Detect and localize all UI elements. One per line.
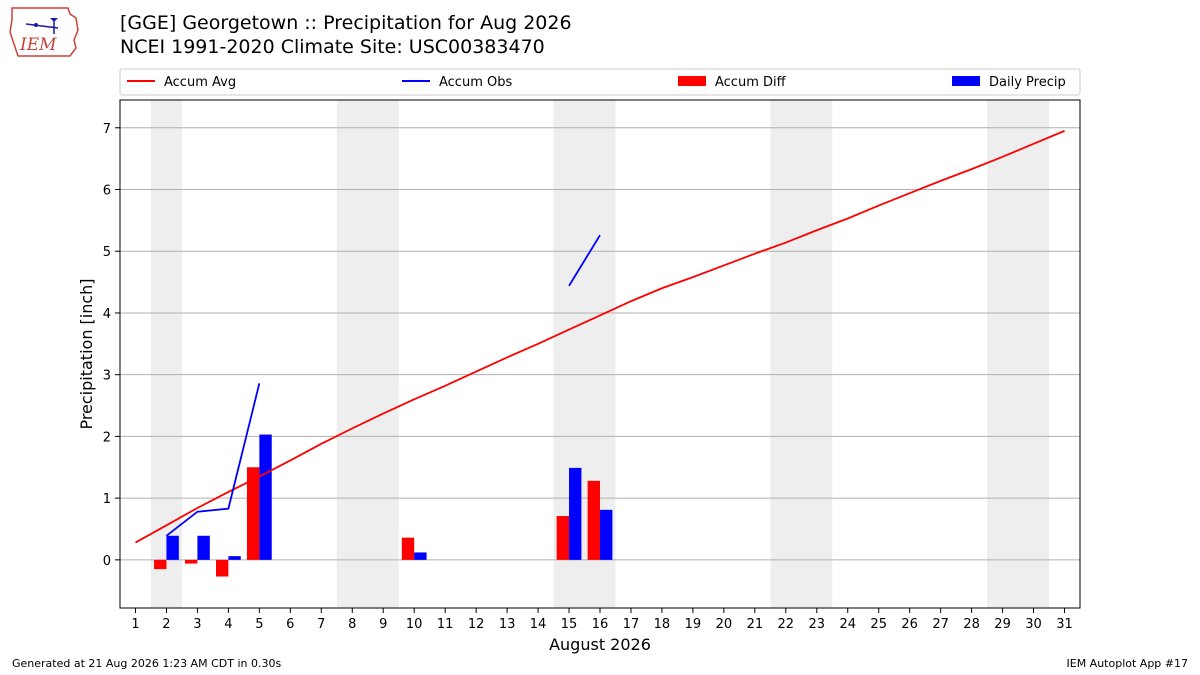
accum-obs-line xyxy=(165,383,261,537)
x-axis-label: August 2026 xyxy=(549,635,651,654)
weekend-shade xyxy=(150,100,182,608)
y-tick-label: 1 xyxy=(103,492,111,507)
logo-text: IEM xyxy=(19,35,57,55)
daily-precip-bar xyxy=(197,535,210,560)
accum-diff-bar xyxy=(401,537,415,560)
x-tick-label: 18 xyxy=(654,617,671,632)
y-tick-label: 4 xyxy=(103,307,111,322)
x-tick-label: 2 xyxy=(162,617,170,632)
daily-precip-bar xyxy=(166,535,179,560)
x-tick-label: 26 xyxy=(901,617,918,632)
legend-label: Accum Avg xyxy=(164,75,236,90)
accum-avg-line xyxy=(135,130,1065,544)
x-tick-label: 23 xyxy=(809,617,826,632)
x-tick-label: 15 xyxy=(561,617,578,632)
y-tick-label: 5 xyxy=(103,245,111,260)
legend-swatch xyxy=(952,76,980,86)
x-tick-label: 30 xyxy=(1025,617,1042,632)
x-tick-label: 14 xyxy=(530,617,547,632)
x-tick-label: 22 xyxy=(778,617,795,632)
generated-timestamp: Generated at 21 Aug 2026 1:23 AM CDT in … xyxy=(12,657,282,670)
daily-precip-bar xyxy=(569,467,582,560)
legend-label: Accum Obs xyxy=(439,75,512,90)
y-axis-label: Precipitation [inch] xyxy=(77,278,96,429)
x-tick-label: 3 xyxy=(193,617,201,632)
x-tick-label: 31 xyxy=(1056,617,1073,632)
legend-label: Daily Precip xyxy=(989,75,1066,90)
y-tick-label: 0 xyxy=(103,554,111,569)
daily-precip-bar xyxy=(600,509,613,560)
accum-diff-bar xyxy=(216,559,229,577)
x-tick-label: 20 xyxy=(716,617,733,632)
chart-subtitle: NCEI 1991-2020 Climate Site: USC00383470 xyxy=(120,36,545,58)
legend: Accum Avg Accum Obs Accum Diff Daily Precip xyxy=(119,68,1081,96)
legend-label: Accum Diff xyxy=(715,75,787,90)
x-tick-label: 10 xyxy=(406,617,423,632)
accum-diff-bar xyxy=(185,559,198,564)
x-tick-label: 13 xyxy=(499,617,516,632)
daily-precip-bar xyxy=(228,556,241,560)
y-tick-label: 7 xyxy=(103,122,111,137)
x-tick-label: 4 xyxy=(224,617,232,632)
y-tick-label: 6 xyxy=(103,184,111,199)
weekend-shade xyxy=(336,100,399,608)
x-tick-label: 6 xyxy=(286,617,294,632)
x-tick-label: 24 xyxy=(839,617,856,632)
x-tick-label: 9 xyxy=(379,617,387,632)
x-tick-label: 7 xyxy=(317,617,325,632)
weekend-shade xyxy=(770,100,833,608)
x-tick-label: 21 xyxy=(747,617,764,632)
daily-precip-bar xyxy=(259,434,272,560)
x-tick-label: 28 xyxy=(963,617,980,632)
accum-diff-bar xyxy=(587,480,600,560)
y-tick-label: 3 xyxy=(103,369,111,384)
x-tick-label: 11 xyxy=(437,617,454,632)
x-tick-label: 25 xyxy=(870,617,887,632)
legend-swatch xyxy=(678,76,706,86)
x-tick-label: 1 xyxy=(131,617,139,632)
x-tick-label: 5 xyxy=(255,617,263,632)
x-tick-label: 8 xyxy=(348,617,356,632)
y-tick-label: 2 xyxy=(103,430,111,445)
accum-obs-line xyxy=(568,234,601,287)
accum-diff-bar xyxy=(154,559,167,570)
iem-logo: IEM xyxy=(6,4,82,64)
x-tick-label: 29 xyxy=(994,617,1011,632)
x-tick-label: 12 xyxy=(468,617,485,632)
accum-diff-bar xyxy=(246,467,260,560)
x-tick-label: 19 xyxy=(685,617,702,632)
autoplot-app-label: IEM Autoplot App #17 xyxy=(1066,657,1189,670)
chart-title: [GGE] Georgetown :: Precipitation for Au… xyxy=(120,12,572,34)
daily-precip-bar xyxy=(414,552,427,560)
accum-diff-bar xyxy=(556,516,570,560)
x-tick-label: 17 xyxy=(623,617,640,632)
weekend-shade xyxy=(987,100,1050,608)
x-tick-label: 16 xyxy=(592,617,609,632)
x-tick-label: 27 xyxy=(932,617,949,632)
